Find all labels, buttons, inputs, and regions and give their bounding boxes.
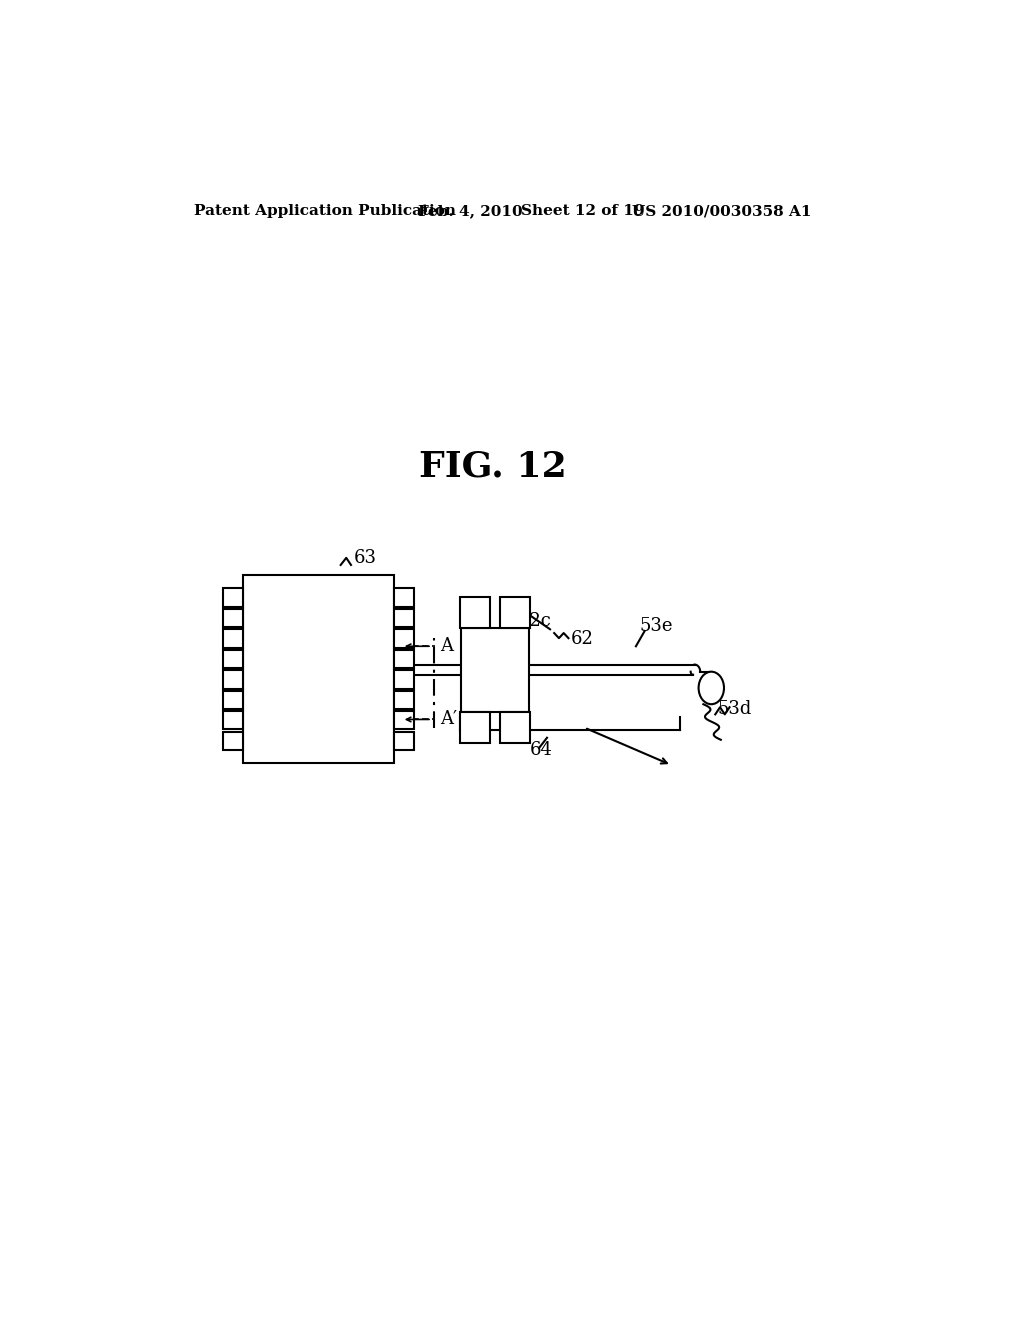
Bar bbox=[223, 690, 243, 709]
Bar bbox=[223, 589, 243, 607]
Bar bbox=[394, 690, 414, 709]
Bar bbox=[223, 711, 243, 730]
Bar bbox=[394, 630, 414, 648]
Bar bbox=[394, 609, 414, 627]
Bar bbox=[461, 628, 528, 713]
Bar bbox=[223, 649, 243, 668]
Text: A′: A′ bbox=[440, 710, 457, 729]
Text: 62: 62 bbox=[570, 630, 594, 648]
Text: Sheet 12 of 19: Sheet 12 of 19 bbox=[521, 205, 644, 218]
Text: 63: 63 bbox=[354, 549, 377, 566]
Bar bbox=[223, 630, 243, 648]
Text: Patent Application Publication: Patent Application Publication bbox=[194, 205, 456, 218]
Bar bbox=[500, 598, 530, 628]
Circle shape bbox=[698, 672, 724, 704]
Bar bbox=[394, 671, 414, 689]
Bar bbox=[394, 649, 414, 668]
Bar bbox=[394, 711, 414, 730]
Text: FIG. 12: FIG. 12 bbox=[419, 450, 567, 483]
Text: 53e: 53e bbox=[640, 616, 674, 635]
Text: A: A bbox=[440, 638, 453, 655]
Bar bbox=[500, 713, 530, 743]
Bar bbox=[460, 713, 489, 743]
Bar bbox=[460, 598, 489, 628]
Bar bbox=[223, 609, 243, 627]
Bar bbox=[223, 671, 243, 689]
Text: 53d: 53d bbox=[718, 701, 752, 718]
Bar bbox=[243, 576, 394, 763]
Text: 52c: 52c bbox=[518, 612, 551, 630]
Bar bbox=[223, 731, 243, 750]
Text: US 2010/0030358 A1: US 2010/0030358 A1 bbox=[632, 205, 811, 218]
Text: 64: 64 bbox=[529, 741, 552, 759]
Text: Feb. 4, 2010: Feb. 4, 2010 bbox=[418, 205, 522, 218]
Bar bbox=[394, 589, 414, 607]
Bar bbox=[394, 731, 414, 750]
